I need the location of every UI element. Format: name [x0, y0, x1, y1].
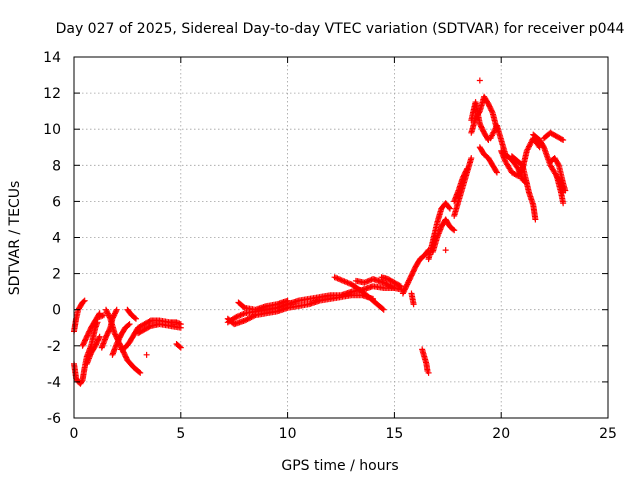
data-point: [249, 313, 256, 320]
data-point: [555, 161, 562, 168]
data-point: [397, 283, 404, 290]
data-point: [450, 226, 457, 233]
data-point: [425, 369, 432, 376]
data-point: [251, 312, 258, 319]
data-point: [143, 351, 150, 358]
data-point: [81, 297, 88, 304]
y-tick-label: 12: [43, 86, 61, 102]
y-tick-label: 0: [52, 303, 61, 319]
data-point: [446, 205, 453, 212]
y-tick-label: 8: [52, 158, 61, 174]
data-point: [489, 108, 496, 115]
axis-ticks: [73, 56, 609, 419]
data-point: [493, 169, 500, 176]
data-point: [390, 284, 397, 291]
data-point: [493, 168, 500, 175]
y-axis-label: SDTVAR / TECUs: [7, 181, 23, 296]
data-point: [113, 307, 120, 314]
data-point: [245, 315, 252, 322]
data-point: [387, 283, 394, 290]
data-point: [146, 323, 153, 330]
data-point: [96, 333, 103, 340]
x-tick-label: 20: [492, 426, 510, 442]
data-point: [560, 200, 567, 207]
data-point: [146, 318, 153, 325]
x-tick-labels: 0 5 10 15 20 25: [70, 426, 617, 442]
data-point: [476, 77, 483, 84]
x-tick-label: 5: [176, 426, 185, 442]
data-point: [382, 280, 389, 287]
data-point: [396, 282, 403, 289]
data-point: [388, 283, 395, 290]
data-point: [241, 317, 248, 324]
data-point: [442, 247, 449, 254]
data-point: [136, 368, 143, 375]
y-tick-label: -2: [47, 339, 61, 355]
data-point: [126, 321, 133, 328]
x-axis-label: GPS time / hours: [281, 458, 398, 474]
y-tick-label: 4: [52, 231, 61, 247]
data-point: [468, 155, 475, 162]
y-tick-label: -6: [47, 411, 61, 427]
data-point: [232, 314, 239, 321]
data-point: [244, 316, 251, 323]
data-point: [384, 281, 391, 288]
data-point: [451, 227, 458, 234]
data-point: [540, 143, 547, 150]
data-point: [386, 282, 393, 289]
data-point: [248, 314, 255, 321]
data-point: [284, 297, 291, 304]
y-tick-label: -4: [47, 375, 61, 391]
data-point: [247, 314, 254, 321]
data-point: [96, 312, 103, 319]
data-point: [383, 280, 390, 287]
data-point: [177, 324, 184, 331]
data-point: [131, 314, 138, 321]
data-point: [132, 315, 139, 322]
y-tick-label: 2: [52, 267, 61, 283]
data-point: [78, 378, 85, 385]
data-point: [464, 165, 471, 172]
data-point: [80, 298, 87, 305]
data-point: [106, 314, 113, 321]
data-point: [177, 344, 184, 351]
data-point: [137, 369, 144, 376]
data-point: [410, 301, 417, 308]
data-point: [446, 204, 453, 211]
x-tick-label: 0: [70, 426, 79, 442]
data-point: [380, 306, 387, 313]
chart-title: Day 027 of 2025, Sidereal Day-to-day VTE…: [56, 21, 625, 37]
x-tick-label: 10: [279, 426, 297, 442]
y-tick-label: 10: [43, 122, 61, 138]
data-points: [71, 77, 569, 387]
data-point: [560, 137, 567, 144]
data-point: [532, 216, 539, 223]
data-point: [484, 135, 491, 142]
x-tick-label: 15: [385, 426, 403, 442]
data-point: [96, 335, 103, 342]
data-point: [125, 322, 132, 329]
data-point: [243, 316, 250, 323]
data-point: [379, 305, 386, 312]
data-point: [463, 167, 470, 174]
x-tick-label: 25: [599, 426, 617, 442]
data-point: [176, 343, 183, 350]
data-point: [113, 306, 120, 313]
y-tick-label: 14: [43, 50, 61, 66]
y-tick-label: 6: [52, 194, 61, 210]
data-point: [558, 136, 565, 143]
y-tick-labels: -6 -4 -2 0 2 4 6 8 10 12 14: [43, 50, 61, 427]
